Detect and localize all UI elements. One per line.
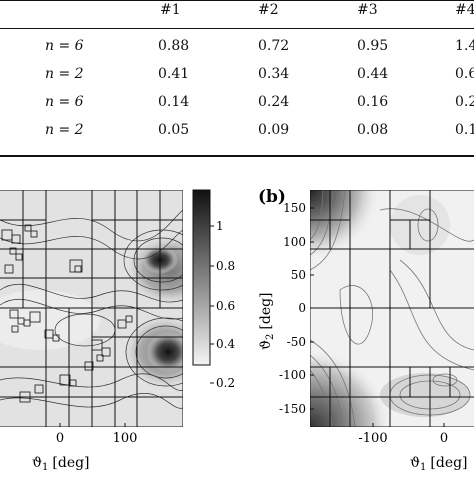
panel-a-xlabel-sub: 1 [42,462,48,473]
panel-a-xlabel: ϑ1 [deg] [32,455,90,473]
table-cell: 0.88 [158,38,190,54]
panel-a-xlabel-symbol: ϑ [32,455,42,471]
panel-b-ylabel-unit: [deg] [258,292,274,329]
table-cell: 0.09 [258,122,290,138]
figure-panels: 0 100 ϑ1 [deg] 1 0.8 0.6 0.4 0.2 (b) [0,180,474,474]
row-label: n = 6 [45,94,84,110]
table-cell: 0.1 [455,122,474,138]
col-header-3: #3 [357,2,378,18]
table-cell: 0.6 [455,66,474,82]
table-top-rule [0,0,474,1]
panel-a-x-tick-100: 100 [113,431,138,446]
panel-b-y-ticks [310,207,314,410]
table-cell: 0.41 [158,66,190,82]
row-label: n = 2 [45,66,84,82]
panel-b-y-tick: 50 [291,268,306,282]
col-header-1: #1 [160,2,181,18]
panel-b-x-tick: -100 [358,431,387,446]
panel-b-y-tick: 100 [283,235,306,249]
panel-b-xlabel: ϑ1 [deg] [410,455,468,473]
table-cell: 0.24 [258,94,290,110]
table-cell: 0.95 [357,38,389,54]
panel-a-plot [0,190,183,427]
table-header-rule [0,28,474,29]
table-cell: 0.2 [455,94,474,110]
table-cell: 1.4 [455,38,474,54]
colorbar-ticks [210,225,214,384]
panel-b-y-tick: -100 [279,368,306,382]
panel-b-x-tick: 0 [440,431,448,446]
panel-a-xlabel-unit: [deg] [52,455,89,471]
colorbar-tick-0.2: 0.2 [216,376,235,390]
panel-b-x-ticks [372,423,445,427]
table-cell: 0.44 [357,66,389,82]
table-cell: 0.14 [158,94,190,110]
panel-b-y-tick: 0 [298,301,306,315]
col-header-2: #2 [258,2,279,18]
panel-b-ylabel: ϑ2 [deg] [258,292,276,350]
panel-b-y-tick: 150 [283,201,306,215]
table-bottom-rule [0,155,474,157]
table-cell: 0.72 [258,38,290,54]
panel-b-xlabel-unit: [deg] [430,455,467,471]
panel-b-label: (b) [258,187,286,207]
col-header-4: #4 [455,2,474,18]
panel-b-ylabel-symbol: ϑ [258,340,274,350]
panel-b-plot [310,190,474,427]
colorbar-tick-1: 1 [216,219,224,233]
panel-b-y-tick: -50 [287,335,306,349]
panel-b-ylabel-sub: 2 [265,334,276,340]
panel-a-x-ticks [59,423,126,427]
results-table: #1 #2 #3 #4 n = 6 0.88 0.72 0.95 1.4 n =… [0,0,474,160]
colorbar-tick-0.6: 0.6 [216,299,235,313]
colorbar [192,189,211,366]
figure-svg: 0 100 ϑ1 [deg] 1 0.8 0.6 0.4 0.2 (b) [0,187,474,473]
table-cell: 0.08 [357,122,389,138]
panel-b-y-tick: -150 [279,402,306,416]
panel-a-x-tick-0: 0 [56,431,64,446]
row-label: n = 2 [45,122,84,138]
panel-b-xlabel-symbol: ϑ [410,455,420,471]
table-cell: 0.34 [258,66,290,82]
colorbar-tick-0.4: 0.4 [216,337,235,351]
colorbar-tick-0.8: 0.8 [216,259,235,273]
row-label: n = 6 [45,38,84,54]
table-cell: 0.05 [158,122,190,138]
panel-b-xlabel-sub: 1 [420,462,426,473]
table-cell: 0.16 [357,94,389,110]
